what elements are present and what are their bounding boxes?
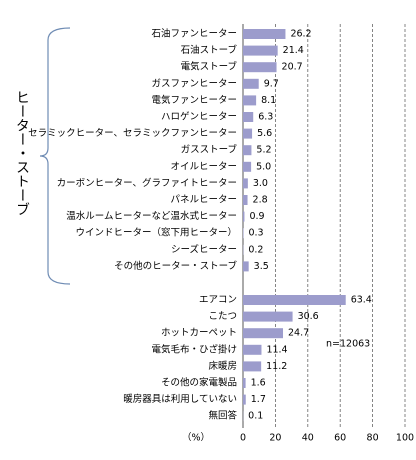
group-label: ヒーター・ストーブ <box>14 90 30 216</box>
value-label: 0.3 <box>248 228 263 239</box>
bar <box>243 45 278 56</box>
value-label: 24.7 <box>288 328 309 339</box>
category-label: エアコン <box>199 295 237 306</box>
value-label: 6.3 <box>258 112 273 123</box>
bar <box>243 95 257 106</box>
category-label: 電気毛布・ひざ掛け <box>151 343 237 355</box>
category-label: ハロゲンヒーター <box>161 111 237 123</box>
category-label: 床暖房 <box>208 360 237 372</box>
category-label: シーズヒーター <box>171 243 237 255</box>
x-tick-label: 80 <box>367 433 379 444</box>
category-label: 石油ストーブ <box>181 44 238 56</box>
category-label: 暖房器具は利用していない <box>123 393 237 405</box>
category-label: その他の家電製品 <box>161 377 237 389</box>
bar <box>243 295 346 305</box>
annotation: n=12063 <box>326 339 370 350</box>
x-tick-label: 60 <box>334 433 346 444</box>
bar <box>243 112 254 122</box>
category-label: パネルヒーター <box>170 195 237 206</box>
bar <box>243 361 262 372</box>
x-tick-label: 20 <box>269 433 281 444</box>
value-label: 26.2 <box>290 29 311 40</box>
value-label: 30.6 <box>298 311 319 322</box>
bar <box>243 311 293 322</box>
value-label: 0.9 <box>249 211 264 222</box>
x-unit: （%） <box>182 432 210 444</box>
bar <box>243 178 248 189</box>
bar <box>243 195 248 205</box>
category-label: ガスストーブ <box>181 144 238 156</box>
value-label: 1.7 <box>251 394 266 405</box>
category-label: こたつ <box>208 311 237 322</box>
category-label: その他のヒーター・ストーブ <box>114 260 237 272</box>
x-tick-label: 100 <box>396 433 414 444</box>
value-label: 2.8 <box>253 195 268 206</box>
value-label: 9.7 <box>264 78 279 89</box>
value-label: 3.5 <box>254 261 269 272</box>
value-label: 11.4 <box>266 344 287 355</box>
value-label: 3.0 <box>253 178 268 189</box>
bar <box>243 378 246 388</box>
category-label: 無回答 <box>208 410 237 422</box>
group-bracket <box>39 27 71 285</box>
value-label: 0.2 <box>248 244 263 255</box>
category-label: 温水ルームヒーターなど温水式ヒーター <box>66 210 237 222</box>
value-label: 0.1 <box>248 411 263 422</box>
bar <box>243 29 286 39</box>
category-label: ガスファンヒーター <box>151 78 237 89</box>
value-label: 20.7 <box>282 62 303 73</box>
value-label: 1.6 <box>251 378 266 389</box>
category-label: ウインドヒーター（窓下用ヒーター） <box>75 227 237 239</box>
x-tick-label: 40 <box>302 433 314 444</box>
bar <box>243 328 284 339</box>
bar <box>243 145 252 156</box>
x-tick-label: 0 <box>240 433 246 444</box>
category-label: 電気ファンヒーター <box>151 94 237 106</box>
category-label: ホットカーペット <box>161 328 237 339</box>
value-label: 21.4 <box>283 45 304 56</box>
value-label: 5.2 <box>256 145 271 156</box>
category-label: セラミックヒーター、セラミックファンヒーター <box>28 128 237 139</box>
value-label: 5.0 <box>256 161 271 172</box>
bar <box>243 261 249 272</box>
category-label: 電気ストーブ <box>181 61 238 73</box>
value-label: 11.2 <box>266 361 287 372</box>
category-label: カーボンヒーター、グラファイトヒーター <box>57 177 237 189</box>
bar <box>243 128 253 139</box>
bar <box>243 211 245 222</box>
value-label: 63.4 <box>351 295 372 306</box>
bar <box>243 344 262 355</box>
bar <box>243 394 246 405</box>
category-label: 石油ファンヒーター <box>151 28 237 40</box>
bar <box>243 78 259 89</box>
value-label: 5.6 <box>257 128 272 139</box>
category-label: オイルヒーター <box>170 161 237 172</box>
value-label: 8.1 <box>261 95 276 106</box>
bar <box>243 161 252 172</box>
bar <box>243 62 277 73</box>
